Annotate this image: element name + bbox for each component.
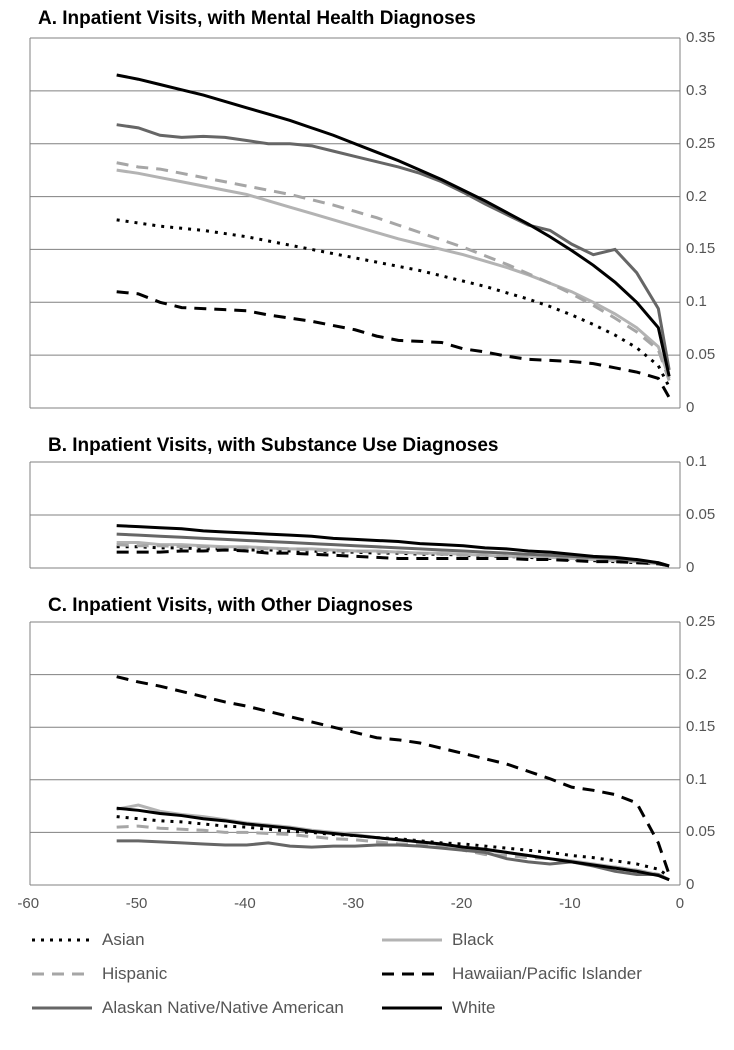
xtick-label: -50 xyxy=(126,895,148,912)
legend-item-native: Alaskan Native/Native American xyxy=(30,998,360,1018)
legend-label: White xyxy=(452,998,495,1018)
legend-item-hispanic: Hispanic xyxy=(30,964,360,984)
xtick-label: -10 xyxy=(559,895,581,912)
legend-item-white: White xyxy=(380,998,710,1018)
legend-swatch-asian xyxy=(30,930,94,950)
series-hispanic xyxy=(117,826,670,880)
xtick-label: -60 xyxy=(17,895,39,912)
legend-swatch-hispanic xyxy=(30,964,94,984)
legend-label: Hawaiian/Pacific Islander xyxy=(452,964,642,984)
legend-swatch-hawaiian xyxy=(380,964,444,984)
figure-root: A. Inpatient Visits, with Mental Health … xyxy=(0,0,734,1050)
legend-label: Asian xyxy=(102,930,145,950)
panel-C-plot xyxy=(0,0,734,1050)
xtick-label: 0 xyxy=(676,895,684,912)
legend-label: Black xyxy=(452,930,494,950)
legend-swatch-white xyxy=(380,998,444,1018)
series-asian xyxy=(117,817,670,877)
xtick-label: -30 xyxy=(342,895,364,912)
legend-label: Hispanic xyxy=(102,964,167,984)
legend: Asian Black Hispanic Hawaiian/Pacific Islan… xyxy=(30,930,710,1018)
legend-item-asian: Asian xyxy=(30,930,360,950)
legend-swatch-black xyxy=(380,930,444,950)
legend-item-hawaiian: Hawaiian/Pacific Islander xyxy=(380,964,710,984)
xtick-label: -40 xyxy=(234,895,256,912)
series-native xyxy=(117,841,670,880)
xtick-label: -20 xyxy=(451,895,473,912)
legend-swatch-native xyxy=(30,998,94,1018)
legend-label: Alaskan Native/Native American xyxy=(102,998,344,1018)
legend-item-black: Black xyxy=(380,930,710,950)
